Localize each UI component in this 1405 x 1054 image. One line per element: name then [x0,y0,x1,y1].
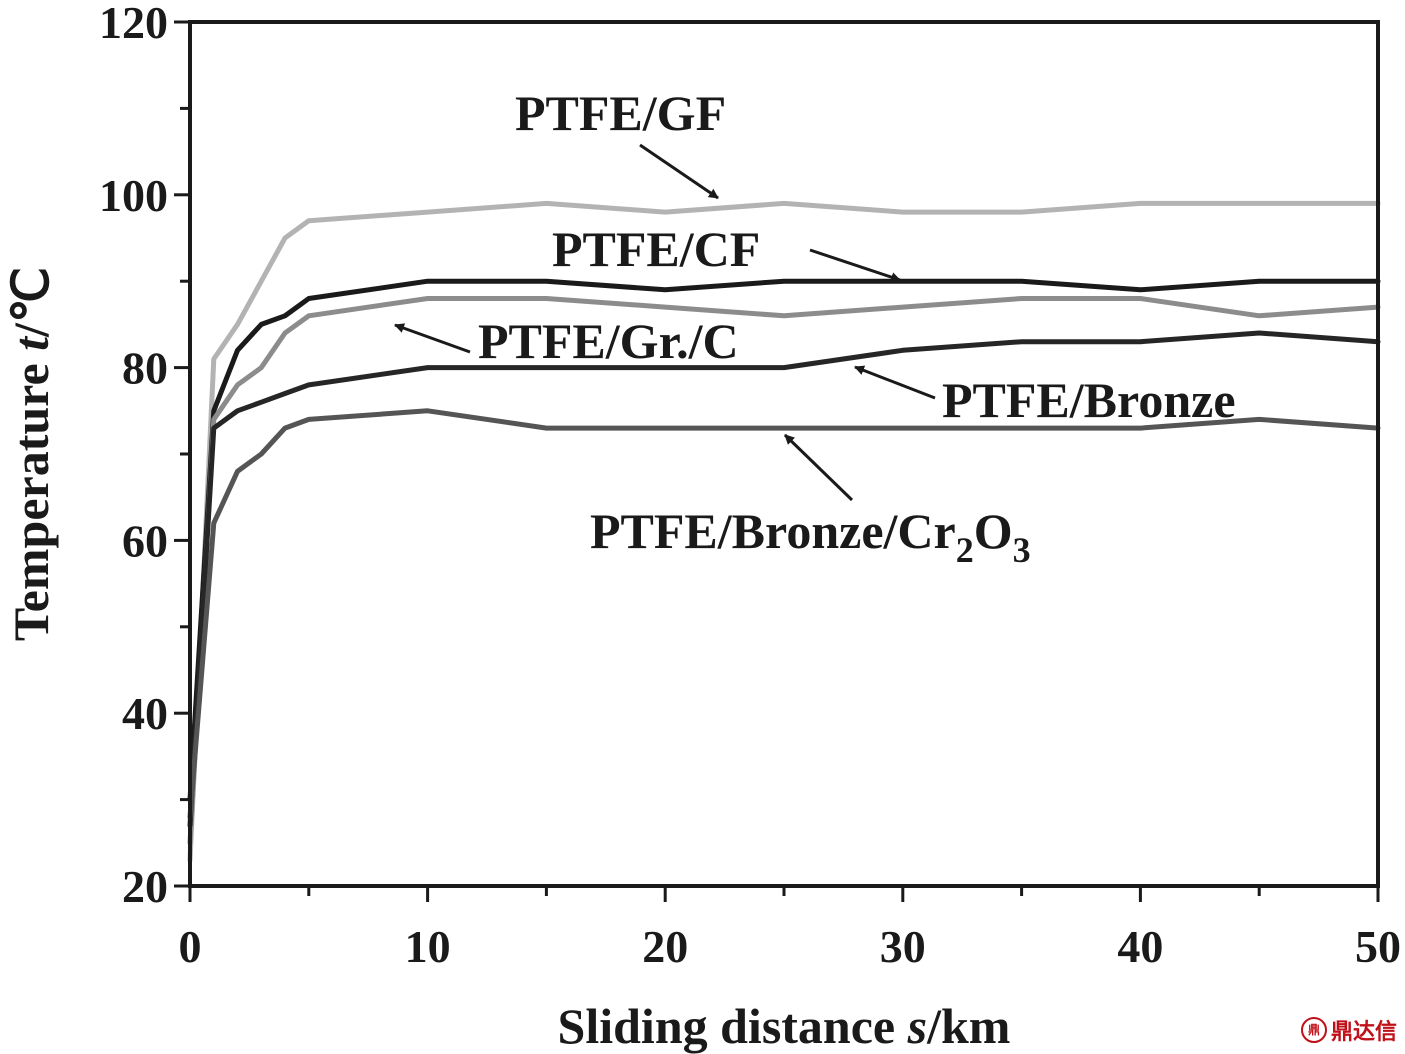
annotation-cr2o3-sub2: 3 [1013,530,1031,570]
annotation-arrow-ptfe-gf [639,143,719,200]
x-tick-label: 40 [1117,921,1163,972]
tick-labels: 0 10 20 30 40 50 20 40 60 80 100 120 [99,0,1401,972]
series-line-ptfe-bronze [187,330,1381,828]
annotation-arrow-ptfe-bronze-cr2o3 [783,433,854,502]
ticks-layer [174,20,1380,902]
plot-frame [188,20,1380,888]
series-line-ptfe-gf [187,200,1381,863]
annotation-arrow-ptfe-gr-c [394,323,471,354]
annotation-ptfe-cf: PTFE/CF [552,221,760,277]
x-tick-label: 0 [179,921,202,972]
y-tick-label: 80 [122,343,168,394]
annotation-ptfe-gr-c: PTFE/Gr./C [478,313,739,369]
annotation-cr2o3-mid: O [974,503,1013,559]
annotation-cr2o3-sub1: 2 [956,530,974,570]
x-tick-label: 10 [405,921,451,972]
y-tick-label: 120 [99,0,168,48]
watermark-text: 鼎达信 [1330,1020,1397,1045]
x-tick-label: 50 [1355,921,1401,972]
y-tick-label: 40 [122,688,168,739]
x-tick-label: 20 [642,921,688,972]
series-line-ptfe-cf [187,278,1381,803]
watermark: 鼎 鼎达信 [1300,1014,1397,1046]
annotation-ptfe-bronze-cr2o3: PTFE/Bronze/Cr2O3 [590,503,1031,570]
y-tick-label: 60 [122,515,168,566]
series-line-ptfe-gr-c [187,296,1381,846]
annotation-arrow-ptfe-cf [809,248,901,282]
watermark-logo-icon: 鼎 [1300,1017,1327,1043]
annotation-ptfe-bronze: PTFE/Bronze [942,372,1236,428]
series-line-ptfe-bronze-cr2o3 [187,408,1381,820]
y-axis-title: Temperature t/℃ [3,267,59,641]
x-axis-title: Sliding distance s/km [558,998,1011,1054]
annotation-ptfe-gf: PTFE/GF [515,85,726,141]
annotation-cr2o3-main: PTFE/Bronze/Cr [590,503,956,559]
annotation-arrow-ptfe-bronze [854,365,936,400]
y-tick-label: 20 [122,861,168,912]
series-layer [187,200,1381,863]
y-tick-label: 100 [99,170,168,221]
x-tick-label: 30 [880,921,926,972]
